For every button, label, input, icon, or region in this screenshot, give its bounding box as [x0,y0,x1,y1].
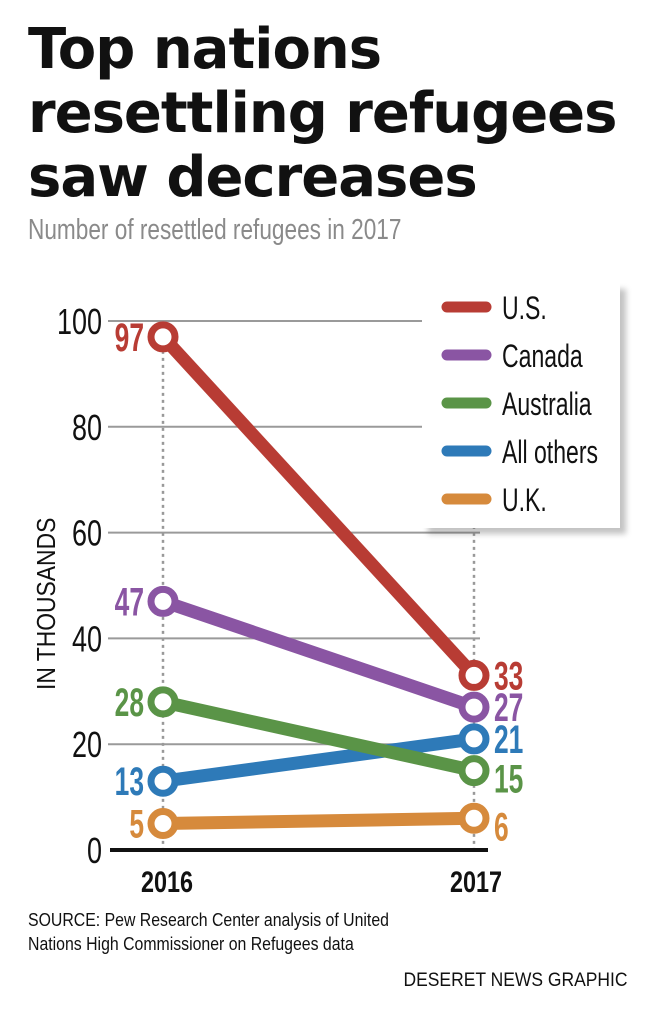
y-tick-label: 100 [57,301,102,342]
series-line-canada [160,595,477,714]
data-point [458,802,490,834]
data-label: 47 [115,580,144,625]
y-tick-label: 60 [72,513,102,554]
data-point [458,755,490,787]
data-label: 6 [494,805,509,850]
legend-label: Canada [502,338,583,374]
data-point [147,321,179,353]
data-point [458,659,490,691]
data-label: 28 [115,680,144,725]
data-point [147,765,179,797]
source-line: Nations High Commissioner on Refugees da… [28,934,354,954]
y-tick-label: 40 [72,619,102,660]
data-label: 97 [115,315,144,360]
chart-title: Top nations resettling refugees saw decr… [28,18,617,210]
data-point [458,723,490,755]
legend-label: Australia [502,386,592,422]
y-tick-label: 0 [87,830,102,871]
data-point [147,585,179,617]
y-tick-label: 20 [72,724,102,765]
data-label: 21 [494,718,523,763]
credit: DESERET NEWS GRAPHIC [403,970,628,991]
legend-label: U.S. [502,290,547,326]
data-point [147,686,179,718]
data-label: 33 [494,654,523,699]
data-point [458,691,490,723]
x-tick-label: 2016 [141,865,193,898]
series-line-all-others [162,732,475,788]
source-note: SOURCE: Pew Research Center analysis of … [28,908,389,956]
series-line-u-s- [158,332,479,680]
legend-label: U.K. [502,482,547,518]
data-label: 15 [494,757,523,802]
title-line: saw decreases [28,145,478,210]
data-label: 27 [494,686,523,731]
y-tick-label: 80 [72,407,102,448]
title-line: Top nations [28,17,382,82]
x-tick-label: 2017 [450,865,502,898]
data-label: 5 [129,802,144,847]
source-line: SOURCE: Pew Research Center analysis of … [28,910,389,930]
data-point [147,808,179,840]
series-line-australia [161,695,476,777]
y-axis-label: IN THOUSANDS [33,518,62,690]
series-line-u-k- [162,811,475,831]
data-label: 13 [115,760,144,805]
legend-label: All others [502,434,598,470]
title-line: resettling refugees [28,81,617,146]
chart-subtitle: Number of resettled refugees in 2017 [28,214,402,246]
